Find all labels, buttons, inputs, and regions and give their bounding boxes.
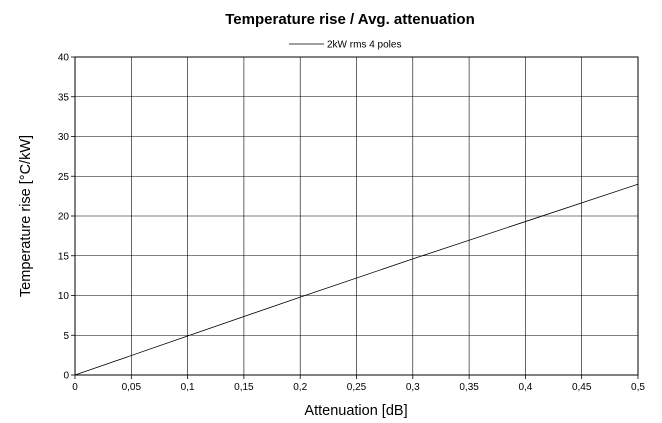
x-tick-label-4: 0,2	[293, 382, 307, 393]
x-tick-label-2: 0,1	[181, 382, 195, 393]
x-tick-label-8: 0,4	[518, 382, 532, 393]
y-tick-label-7: 35	[58, 92, 70, 103]
y-tick-label-2: 10	[58, 291, 70, 302]
legend: 2kW rms 4 poles	[289, 40, 401, 51]
y-tick-label-3: 15	[58, 251, 70, 262]
x-tick-label-1: 0,05	[122, 382, 142, 393]
x-tick-label-6: 0,3	[406, 382, 420, 393]
x-axis-label: Attenuation [dB]	[304, 403, 407, 419]
x-tick-label-9: 0,45	[572, 382, 592, 393]
y-axis-ticks: 0 5 10 15 20 25 30 35 40	[58, 53, 75, 382]
series-layer	[74, 183, 639, 376]
legend-label-series-0: 2kW rms 4 poles	[327, 40, 401, 51]
y-tick-label-0: 0	[63, 371, 69, 382]
x-tick-label-0: 0	[72, 382, 78, 393]
x-tick-label-7: 0,35	[459, 382, 479, 393]
y-tick-label-6: 30	[58, 132, 70, 143]
x-tick-label-5: 0,25	[347, 382, 367, 393]
y-axis-label: Temperature rise [°C/kW]	[18, 135, 34, 297]
x-tick-label-3: 0,15	[234, 382, 254, 393]
x-tick-label-10: 0,5	[631, 382, 645, 393]
y-tick-label-8: 40	[58, 53, 70, 64]
y-tick-label-4: 20	[58, 212, 70, 223]
y-tick-label-5: 25	[58, 172, 70, 183]
y-tick-label-1: 5	[63, 331, 69, 342]
x-axis-ticks: 0 0,05 0,1 0,15 0,2 0,25 0,3 0,35 0,4 0,45 0,5	[72, 375, 645, 393]
chart-title: Temperature rise / Avg. attenuation	[225, 11, 475, 28]
series-line-0	[74, 183, 639, 376]
grid	[75, 57, 638, 375]
